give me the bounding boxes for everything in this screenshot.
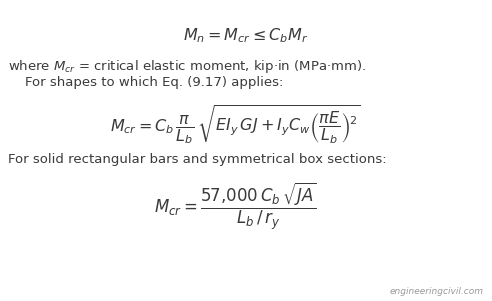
Text: For solid rectangular bars and symmetrical box sections:: For solid rectangular bars and symmetric… <box>8 153 387 166</box>
Text: where $M_{cr}$ = critical elastic moment, kip·in (MPa·mm).: where $M_{cr}$ = critical elastic moment… <box>8 58 366 75</box>
Text: $M_{cr} = C_b\,\dfrac{\pi}{L_b}\,\sqrt{EI_y\,GJ + I_y C_w \left(\dfrac{\pi E}{L_: $M_{cr} = C_b\,\dfrac{\pi}{L_b}\,\sqrt{E… <box>110 103 360 146</box>
Text: For shapes to which Eq. (9.17) applies:: For shapes to which Eq. (9.17) applies: <box>8 76 283 89</box>
Text: $M_{cr} = \dfrac{57{,}000\,C_b\,\sqrt{JA}}{L_b\,/\,r_y}$: $M_{cr} = \dfrac{57{,}000\,C_b\,\sqrt{JA… <box>154 181 316 232</box>
Text: $M_n = M_{cr} \leq C_b M_r$: $M_n = M_{cr} \leq C_b M_r$ <box>184 26 308 45</box>
Text: engineeringcivil.com: engineeringcivil.com <box>390 287 484 296</box>
